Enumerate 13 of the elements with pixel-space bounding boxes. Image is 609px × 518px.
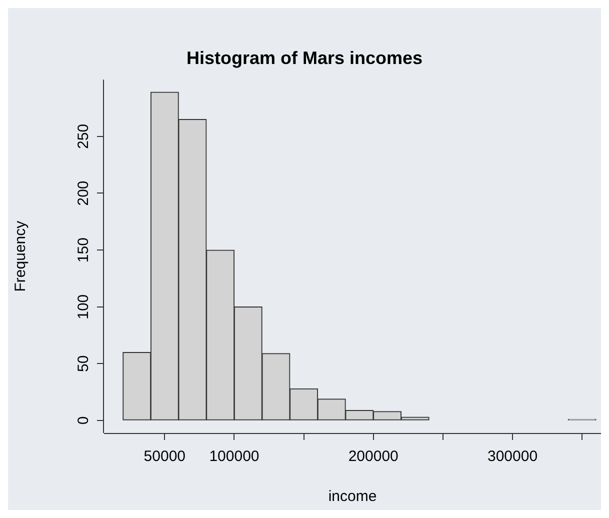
chart-title: Histogram of Mars incomes — [186, 48, 423, 68]
x-tick-label: 200000 — [348, 448, 398, 466]
x-axis-title: income — [328, 488, 377, 506]
x-tick-label: 50000 — [144, 448, 186, 466]
y-tick-label: 250 — [75, 124, 92, 149]
x-tick-label: 100000 — [209, 448, 260, 466]
x-tick-label: 300000 — [487, 448, 538, 466]
y-tick-label: 0 — [75, 416, 92, 425]
y-tick-label: 50 — [75, 355, 92, 372]
y-axis-title: Frequency — [12, 220, 30, 292]
y-tick-label: 100 — [75, 294, 92, 320]
y-tick-label: 200 — [75, 180, 92, 206]
y-tick-label: 150 — [75, 238, 92, 263]
